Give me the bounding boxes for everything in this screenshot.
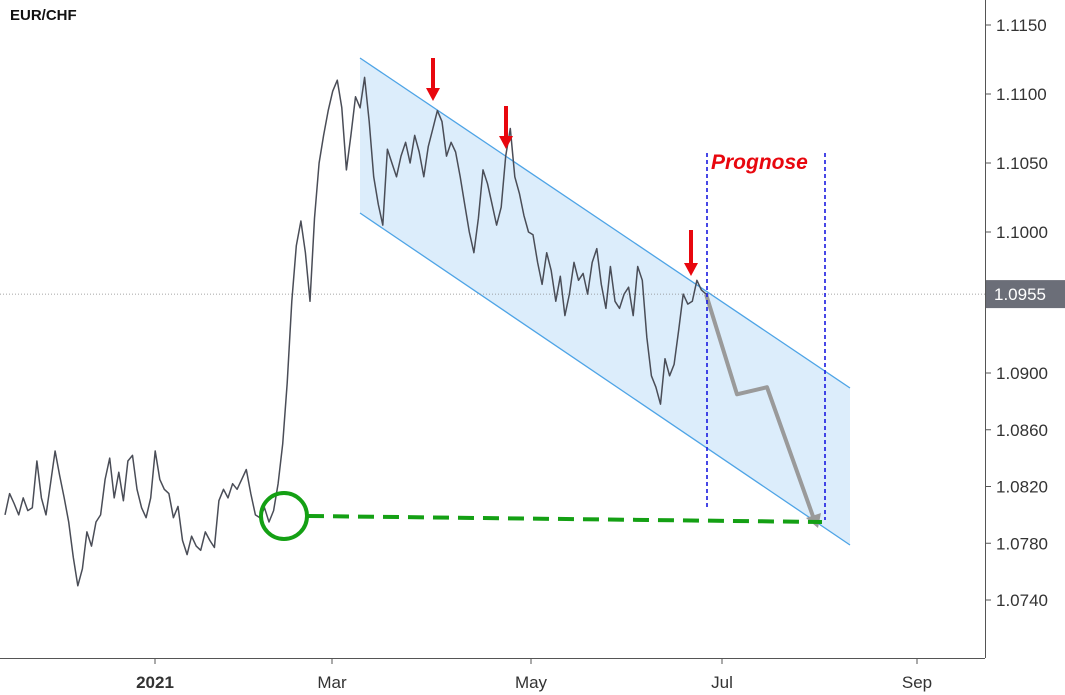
current-price-label: 1.0955 (994, 285, 1046, 304)
channel-upper-line (359, 57, 851, 389)
support-line (307, 514, 823, 524)
y-tick-label: 1.1000 (996, 223, 1048, 242)
current-price-badge (986, 280, 1065, 309)
red-arrow-3-head (684, 263, 698, 276)
y-tick-label: 1.0860 (996, 421, 1048, 440)
symbol-label: EUR/CHF (10, 7, 77, 24)
y-tick-label: 1.0900 (996, 364, 1048, 383)
y-tick-label: 1.0780 (996, 534, 1048, 553)
y-tick-label: 1.1100 (996, 85, 1047, 104)
x-tick-label: 2021 (136, 673, 174, 692)
price-series-group (4, 76, 707, 587)
y-tick-label: 1.1150 (996, 16, 1047, 35)
support-circle (259, 491, 309, 541)
red-arrow-2-head (499, 136, 513, 149)
prognose-annotation: Prognose (711, 151, 808, 174)
price-line (4, 76, 707, 587)
y-tick-label: 1.1050 (996, 154, 1048, 173)
x-tick-label: Sep (902, 673, 932, 692)
y-tick-label: 1.0820 (996, 478, 1048, 497)
x-tick-label: Mar (317, 673, 347, 692)
y-tick-label: 1.0740 (996, 591, 1048, 610)
annotations (259, 58, 826, 541)
x-tick-label: Jul (711, 673, 733, 692)
x-tick-label: May (515, 673, 548, 692)
forecast-line (704, 293, 817, 523)
red-arrow-1-head (426, 88, 440, 101)
channel-lower-line (359, 212, 851, 546)
